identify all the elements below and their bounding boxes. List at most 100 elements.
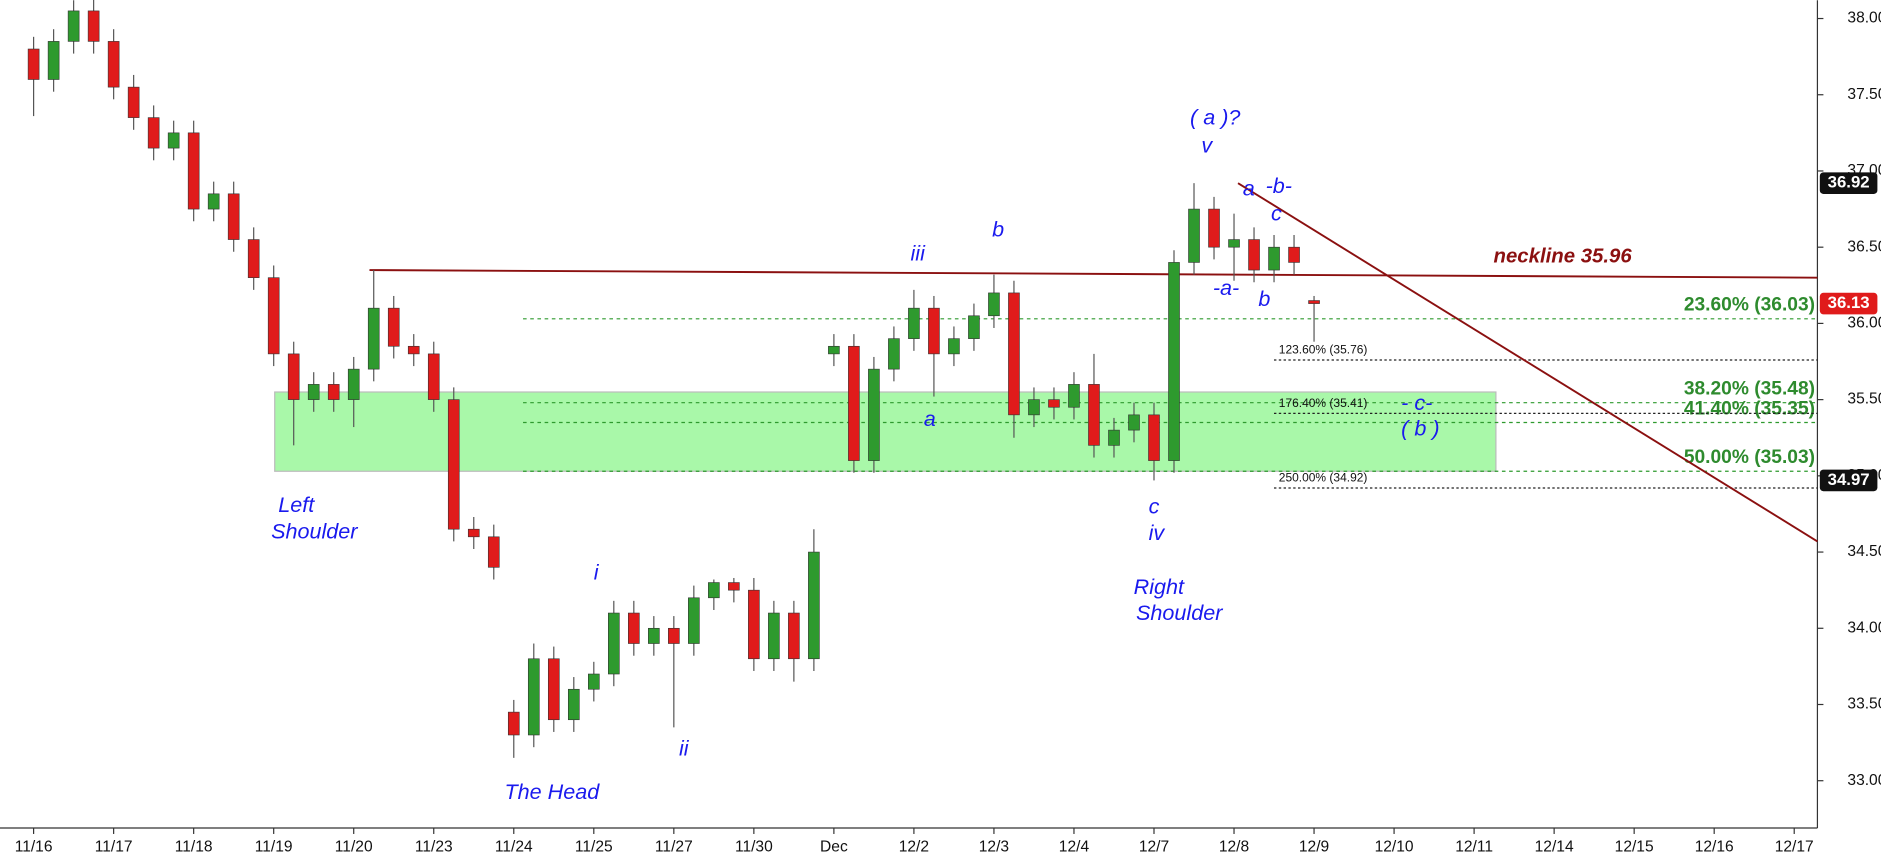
extension-label: 176.40% (35.41): [1279, 396, 1368, 410]
y-tick-label: 38.00: [1847, 10, 1881, 27]
candle-body: [928, 307, 940, 355]
candle-body: [567, 688, 580, 721]
x-tick-label: 12/4: [1059, 838, 1090, 855]
retracement-label: 41.40% (35.35): [1684, 398, 1815, 419]
candle-body: [407, 345, 420, 355]
candle-body: [547, 658, 560, 721]
x-tick-label: 11/24: [495, 838, 533, 855]
candle-body: [347, 368, 360, 400]
wave-annotation: - c-: [1401, 390, 1432, 415]
wave-annotation: c: [1149, 493, 1160, 518]
price-tag-label: 36.92: [1828, 173, 1870, 192]
candle-body: [47, 41, 60, 80]
candle-body: [287, 353, 300, 400]
candle-body: [67, 10, 80, 42]
wave-annotation: Right: [1134, 574, 1185, 599]
wave-annotation: ( b ): [1401, 415, 1439, 440]
y-tick-label: 34.50: [1847, 543, 1881, 560]
candle-body: [1248, 239, 1260, 271]
candle-body: [648, 627, 660, 644]
candle-body: [788, 612, 800, 660]
candle-body: [828, 345, 840, 355]
candle-body: [628, 612, 640, 644]
extension-label: 250.00% (34.92): [1279, 471, 1368, 485]
x-tick-label: 11/18: [175, 838, 213, 855]
candle-body: [668, 627, 680, 644]
candle-body: [1008, 292, 1020, 416]
x-tick-label: 12/2: [899, 838, 929, 855]
candle-body: [608, 612, 620, 675]
x-tick-label: 11/20: [335, 838, 373, 855]
x-tick-label: 11/30: [735, 838, 773, 855]
x-tick-label: 12/14: [1535, 838, 1574, 855]
candle-body: [107, 41, 120, 88]
x-tick-label: 12/17: [1775, 838, 1814, 855]
candle-body: [588, 673, 600, 690]
wave-annotation: Left: [278, 492, 315, 517]
retracement-label: 38.20% (35.48): [1684, 379, 1815, 400]
wave-annotation: b: [1258, 286, 1270, 311]
retracement-label: 50.00% (35.03): [1684, 447, 1815, 468]
x-tick-label: 11/23: [415, 838, 453, 855]
candle-body: [1268, 246, 1280, 271]
x-tick-label: 12/9: [1299, 838, 1329, 855]
candle-body: [848, 345, 860, 461]
x-tick-label: 12/8: [1219, 838, 1249, 855]
wave-annotation: i: [594, 559, 600, 584]
candle-body: [187, 132, 200, 210]
candle-body: [908, 307, 920, 339]
wave-annotation: a: [924, 406, 936, 431]
wave-annotation: Shoulder: [271, 519, 358, 544]
price-tag: [1819, 292, 1878, 315]
candle-body: [1068, 384, 1080, 408]
candle-body: [768, 612, 780, 660]
candle-body: [447, 399, 460, 530]
candle-body: [147, 117, 160, 149]
x-tick-label: 11/27: [655, 838, 693, 855]
x-tick-label: 11/19: [255, 838, 293, 855]
trendline: [1237, 182, 1818, 543]
neckline: [369, 269, 1818, 279]
y-tick-label: 36.50: [1847, 238, 1881, 255]
candle-body: [728, 582, 740, 591]
candle-body: [688, 597, 700, 644]
candle-body: [888, 338, 900, 370]
wave-annotation: The Head: [504, 779, 600, 804]
wave-annotation: b: [992, 216, 1004, 241]
candle-body: [207, 193, 220, 210]
candle-body: [267, 277, 280, 355]
price-tag: [1819, 469, 1878, 492]
candle-body: [487, 536, 500, 568]
candle-body: [87, 10, 100, 42]
candle-body: [748, 589, 760, 660]
wave-annotation: c: [1271, 201, 1282, 226]
candle-body: [708, 582, 720, 599]
wave-annotation: a: [1243, 175, 1255, 200]
candle-body: [467, 528, 480, 538]
price-tag-label: 34.97: [1828, 470, 1870, 489]
candle-body: [1148, 414, 1160, 461]
y-tick-label: 36.00: [1847, 315, 1881, 332]
candle-body: [427, 353, 440, 400]
candle-body: [1188, 208, 1200, 263]
x-tick-label: 12/16: [1695, 838, 1734, 855]
x-tick-label: Dec: [820, 838, 848, 855]
extension-label: 123.60% (35.76): [1279, 343, 1368, 357]
candle-body: [307, 384, 320, 400]
candle-body: [167, 132, 180, 149]
candle-body: [1228, 239, 1240, 248]
x-tick-label: 12/11: [1455, 838, 1493, 855]
candle-body: [1168, 262, 1180, 461]
candle-body: [1048, 399, 1060, 408]
candle-body: [527, 658, 540, 736]
wave-annotation: iii: [911, 240, 927, 265]
candle-body: [367, 307, 380, 370]
price-tag: [1819, 172, 1878, 194]
x-tick-label: 11/25: [575, 838, 613, 855]
wave-annotation: v: [1201, 132, 1213, 157]
candle-body: [868, 368, 880, 461]
candle-body: [1028, 399, 1040, 416]
candle-body: [27, 48, 40, 80]
y-tick-label: 34.00: [1847, 619, 1881, 636]
